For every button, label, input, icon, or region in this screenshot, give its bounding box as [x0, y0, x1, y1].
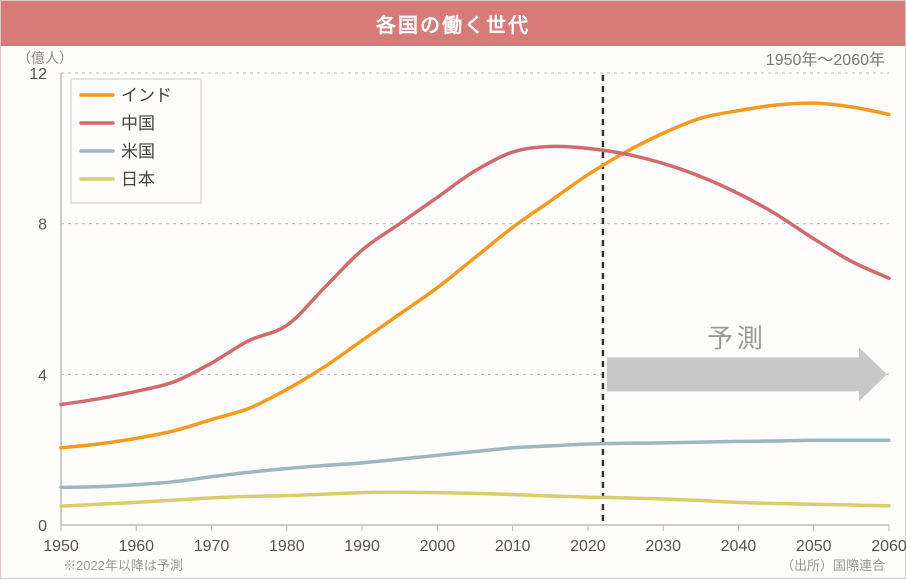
y-tick-label: 0 — [38, 518, 47, 535]
legend-label: 中国 — [121, 114, 155, 133]
chart-subtitle: 1950年～2060年 — [766, 51, 885, 69]
chart-title: 各国の働く世代 — [1, 1, 905, 46]
y-tick-label: 12 — [29, 66, 47, 83]
footnote-right: （出所）国際連合 — [781, 558, 885, 573]
y-axis-label: （億人） — [17, 50, 73, 66]
x-tick-label: 1970 — [194, 538, 230, 555]
chart-area: （億人） 1950年～2060年 0 4 8 12 1950 1960 1970 1980 1990… — [1, 43, 905, 578]
x-tick-label: 1980 — [269, 538, 305, 555]
x-tick-label: 1950 — [43, 538, 79, 555]
x-tick-label: 2020 — [570, 538, 606, 555]
forecast-arrow — [607, 347, 887, 401]
footnote-left: ※2022年以降は予測 — [63, 558, 183, 573]
x-tick-label: 2030 — [645, 538, 681, 555]
x-tick-label: 2000 — [420, 538, 456, 555]
x-tick-label: 1990 — [344, 538, 380, 555]
x-tick-label: 2060 — [871, 538, 906, 555]
x-tick-label: 2010 — [495, 538, 531, 555]
x-tick-label: 2050 — [796, 538, 832, 555]
legend-label: 米国 — [121, 142, 155, 161]
x-tick-label: 1960 — [118, 538, 154, 555]
legend-label: 日本 — [121, 170, 155, 189]
series-line — [61, 440, 889, 487]
x-tick-label: 2040 — [721, 538, 757, 555]
chart-card: 各国の働く世代 （億人） 1950年～2060年 0 4 8 12 1950 1960 1970… — [0, 0, 906, 579]
series-line — [61, 492, 889, 506]
y-tick-label: 4 — [38, 367, 47, 384]
legend-label: インド — [121, 86, 172, 105]
y-tick-label: 8 — [38, 217, 47, 234]
forecast-label: 予測 — [707, 323, 767, 353]
line-chart: （億人） 1950年～2060年 0 4 8 12 1950 1960 1970 1980 1990… — [1, 43, 906, 580]
